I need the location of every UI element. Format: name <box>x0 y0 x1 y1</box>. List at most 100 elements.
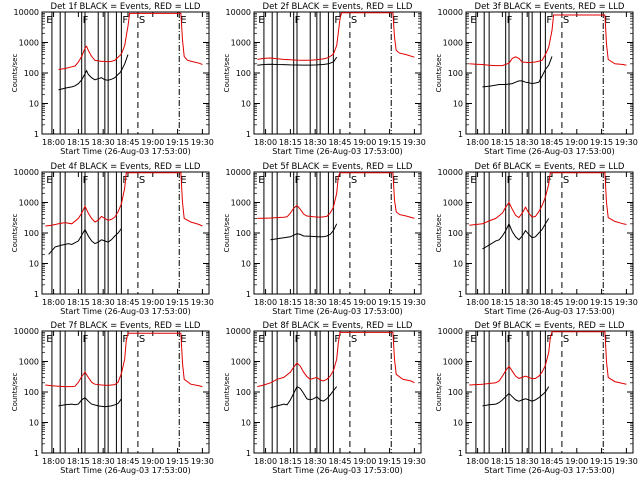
state-marker: F <box>122 15 128 26</box>
state-marker: E <box>470 175 476 186</box>
state-marker: F <box>334 15 340 26</box>
x-tick-label: 19:00 <box>353 138 376 147</box>
x-tick-label: 18:15 <box>491 138 514 147</box>
y-tick-label: 10000 <box>226 8 251 17</box>
y-tick-label: 100 <box>448 229 463 238</box>
state-marker: E <box>46 334 52 345</box>
y-tick-label: 10000 <box>438 327 463 336</box>
panel-title: Det 4f BLACK = Events, RED = LLD <box>51 162 201 172</box>
x-tick-label: 18:15 <box>491 298 514 307</box>
x-axis-label: Start Time (26-Aug-03 17:53:00) <box>272 466 403 475</box>
state-marker: E <box>604 334 610 345</box>
x-tick-label: 19:30 <box>615 298 638 307</box>
x-tick-label: 18:30 <box>516 298 539 307</box>
plot-frame <box>41 171 210 295</box>
y-tick-label: 1000 <box>19 199 39 208</box>
events-series-line <box>270 223 338 241</box>
state-marker: E <box>180 334 186 345</box>
y-axis-label: Counts/sec <box>435 373 443 412</box>
y-tick-label: 1000 <box>19 358 39 367</box>
y-tick-label: 10000 <box>226 327 251 336</box>
panel-5: Det 5f BLACK = Events, RED = LLD 1 10 100 10… <box>223 162 426 316</box>
y-tick-label: 100 <box>236 69 251 78</box>
y-tick-label: 10 <box>453 419 463 428</box>
y-tick-label: 10000 <box>226 168 251 177</box>
x-tick-label: 19:00 <box>565 298 588 307</box>
panel-7: Det 7f BLACK = Events, RED = LLD 1 10 100 10… <box>11 321 214 475</box>
y-tick-label: 1 <box>458 130 463 139</box>
state-marker: S <box>351 175 357 186</box>
events-series-line <box>482 56 553 88</box>
x-tick-label: 19:15 <box>166 138 189 147</box>
y-tick-label: 1000 <box>443 358 463 367</box>
x-tick-label: 18:00 <box>42 298 65 307</box>
y-tick-label: 1 <box>34 449 39 458</box>
state-marker: E <box>258 334 264 345</box>
y-tick-label: 1000 <box>19 39 39 48</box>
y-axis-label: Counts/sec <box>223 373 231 412</box>
x-tick-label: 19:00 <box>353 457 376 466</box>
x-tick-label: 19:15 <box>378 138 401 147</box>
x-tick-label: 18:45 <box>116 298 139 307</box>
state-marker: F <box>507 15 513 26</box>
state-marker: E <box>604 175 610 186</box>
y-tick-label: 10 <box>453 100 463 109</box>
events-series-line <box>482 386 550 407</box>
state-marker: E <box>46 15 52 26</box>
x-axis-label: Start Time (26-Aug-03 17:53:00) <box>60 466 191 475</box>
x-tick-label: 18:45 <box>328 298 351 307</box>
x-tick-label: 18:15 <box>491 457 514 466</box>
y-axis-label: Counts/sec <box>223 214 231 253</box>
y-tick-label: 100 <box>24 388 39 397</box>
x-tick-label: 19:30 <box>191 138 214 147</box>
state-marker: S <box>563 15 569 26</box>
x-tick-label: 18:00 <box>42 138 65 147</box>
x-axis-label: Start Time (26-Aug-03 17:53:00) <box>484 466 615 475</box>
y-tick-label: 10000 <box>14 8 39 17</box>
x-tick-label: 18:00 <box>466 138 489 147</box>
panel-title: Det 3f BLACK = Events, RED = LLD <box>475 2 625 12</box>
y-axis-label: Counts/sec <box>11 214 19 253</box>
state-marker: E <box>258 15 264 26</box>
x-tick-label: 19:00 <box>141 138 164 147</box>
state-marker: S <box>351 334 357 345</box>
panel-title: Det 2f BLACK = Events, RED = LLD <box>263 2 413 12</box>
y-tick-label: 100 <box>448 388 463 397</box>
x-tick-label: 19:15 <box>166 457 189 466</box>
x-tick-label: 19:15 <box>166 298 189 307</box>
x-tick-label: 18:15 <box>279 138 302 147</box>
state-marker: F <box>83 175 89 186</box>
y-axis-label: Counts/sec <box>435 214 443 253</box>
state-marker: E <box>392 334 398 345</box>
y-tick-label: 100 <box>448 69 463 78</box>
panel-8: Det 8f BLACK = Events, RED = LLD 1 10 100 10… <box>223 321 426 475</box>
y-tick-label: 1000 <box>443 39 463 48</box>
x-axis-label: Start Time (26-Aug-03 17:53:00) <box>272 307 403 316</box>
y-tick-label: 100 <box>236 388 251 397</box>
x-tick-label: 18:30 <box>92 138 115 147</box>
state-marker: F <box>295 15 301 26</box>
lld-series-line <box>58 12 203 70</box>
x-tick-label: 18:45 <box>116 457 139 466</box>
x-axis-label: Start Time (26-Aug-03 17:53:00) <box>484 307 615 316</box>
state-marker: F <box>83 15 89 26</box>
state-marker: S <box>139 334 145 345</box>
state-marker: E <box>46 175 52 186</box>
plot-frame <box>465 11 634 135</box>
state-marker: F <box>122 334 128 345</box>
state-marker: F <box>507 175 513 186</box>
x-tick-label: 19:15 <box>378 457 401 466</box>
y-tick-label: 1000 <box>231 39 251 48</box>
x-tick-label: 18:15 <box>279 298 302 307</box>
panel-6: Det 6f BLACK = Events, RED = LLD 1 10 100 10… <box>435 162 638 316</box>
plot-frame <box>253 171 422 295</box>
x-tick-label: 18:30 <box>516 138 539 147</box>
x-tick-label: 18:45 <box>540 298 563 307</box>
x-tick-label: 19:30 <box>615 138 638 147</box>
y-tick-label: 1 <box>34 290 39 299</box>
state-marker: S <box>139 15 145 26</box>
x-tick-label: 19:00 <box>141 298 164 307</box>
x-tick-label: 18:30 <box>92 457 115 466</box>
state-marker: F <box>546 334 552 345</box>
